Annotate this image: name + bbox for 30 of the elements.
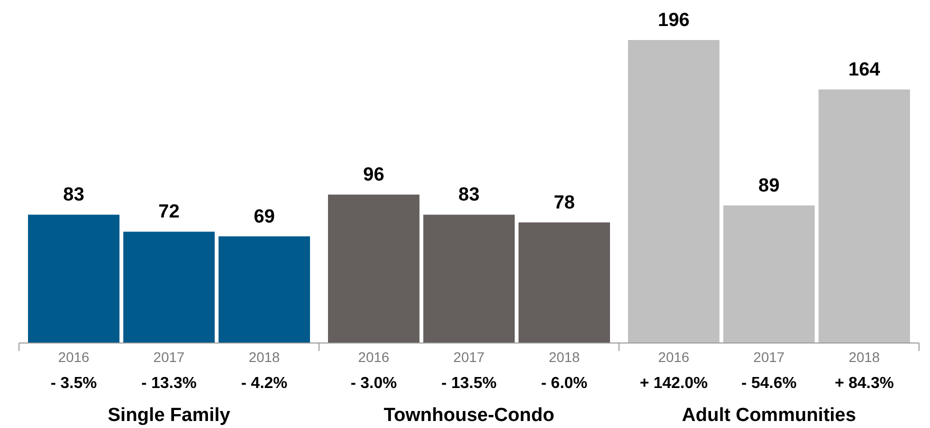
x-tick-label: 2017 xyxy=(453,348,485,365)
data-label: 83 xyxy=(458,184,480,206)
text: - 3.5% xyxy=(50,375,97,392)
text: + 84.3% xyxy=(834,375,894,392)
x-axis-title: Townhouse-Condo xyxy=(384,405,554,426)
text: - 54.6% xyxy=(741,375,797,392)
data-label: 72 xyxy=(158,202,180,223)
text: - 13.5% xyxy=(441,375,497,392)
x-tick-label: 2017 xyxy=(753,348,785,365)
x-tick-label: 2016 xyxy=(358,348,390,365)
x-tick-label: 2017 xyxy=(153,348,185,365)
x-tick-label: 2018 xyxy=(548,348,580,365)
x-axis-title: Single Family xyxy=(108,405,231,426)
text: - 13.3% xyxy=(141,375,197,392)
data-label: 164 xyxy=(848,59,881,80)
x-tick-label: 2016 xyxy=(58,348,90,365)
text: - 3.0% xyxy=(350,375,397,392)
text: + 142.0% xyxy=(640,375,708,392)
data-label: 196 xyxy=(658,10,690,31)
data-label: 89 xyxy=(758,175,780,196)
data-label: 69 xyxy=(254,206,275,228)
x-tick-label: 2018 xyxy=(848,348,880,365)
text: - 6.0% xyxy=(541,375,588,392)
data-label: 96 xyxy=(363,164,384,186)
x-axis-title: Adult Communities xyxy=(682,405,856,426)
x-tick-label: 2018 xyxy=(248,348,280,365)
x-tick-label: 2016 xyxy=(658,348,690,365)
data-label: 78 xyxy=(554,192,575,214)
data-label: 83 xyxy=(63,184,84,206)
text: - 4.2% xyxy=(241,375,288,392)
